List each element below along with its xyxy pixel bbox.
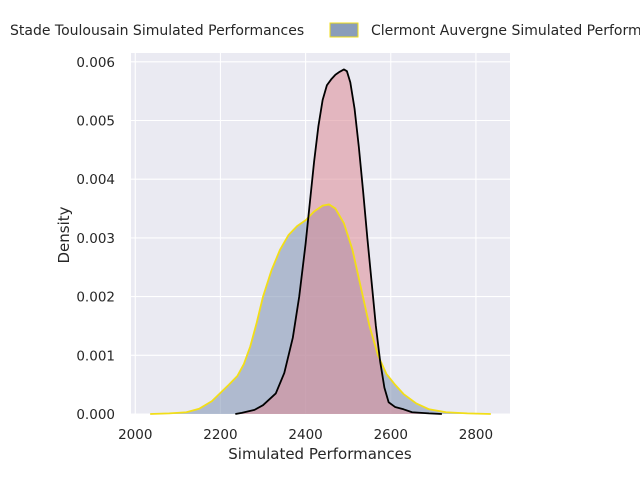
x-tick-label-2: 2400 bbox=[288, 427, 322, 443]
y-tick-label-5: 0.005 bbox=[76, 114, 115, 130]
y-tick-label-4: 0.004 bbox=[76, 172, 115, 188]
y-tick-label-6: 0.006 bbox=[76, 55, 115, 71]
y-tick-label-0: 0.000 bbox=[76, 407, 115, 423]
x-tick-label-0: 2000 bbox=[118, 427, 152, 443]
y-axis-ticks: 0.000 0.001 0.002 0.003 0.004 0.005 0.006 bbox=[76, 55, 115, 423]
density-line-series-0 bbox=[235, 68, 442, 415]
legend-swatch-clermont-auvergne bbox=[329, 22, 359, 38]
legend-label-stade-toulousain: Stade Toulousain Simulated Performances bbox=[10, 23, 304, 39]
x-tick-label-1: 2200 bbox=[203, 427, 237, 443]
legend: Stade Toulousain Simulated Performances … bbox=[10, 22, 640, 39]
x-tick-label-3: 2600 bbox=[374, 427, 408, 443]
legend-label-clermont-auvergne: Clermont Auvergne Simulated Performances bbox=[371, 23, 640, 39]
density-fill-series-0 bbox=[235, 69, 442, 414]
y-tick-label-2: 0.002 bbox=[76, 290, 115, 306]
y-axis-label: Density bbox=[55, 206, 73, 263]
x-axis-ticks: 2000 2200 2400 2600 2800 bbox=[118, 427, 493, 443]
density-areas bbox=[150, 68, 491, 415]
density-line-series-1 bbox=[150, 203, 491, 415]
x-axis-label: Simulated Performances bbox=[228, 445, 412, 463]
y-tick-label-1: 0.001 bbox=[76, 348, 115, 364]
y-tick-label-3: 0.003 bbox=[76, 231, 115, 247]
x-tick-label-4: 2800 bbox=[459, 427, 493, 443]
